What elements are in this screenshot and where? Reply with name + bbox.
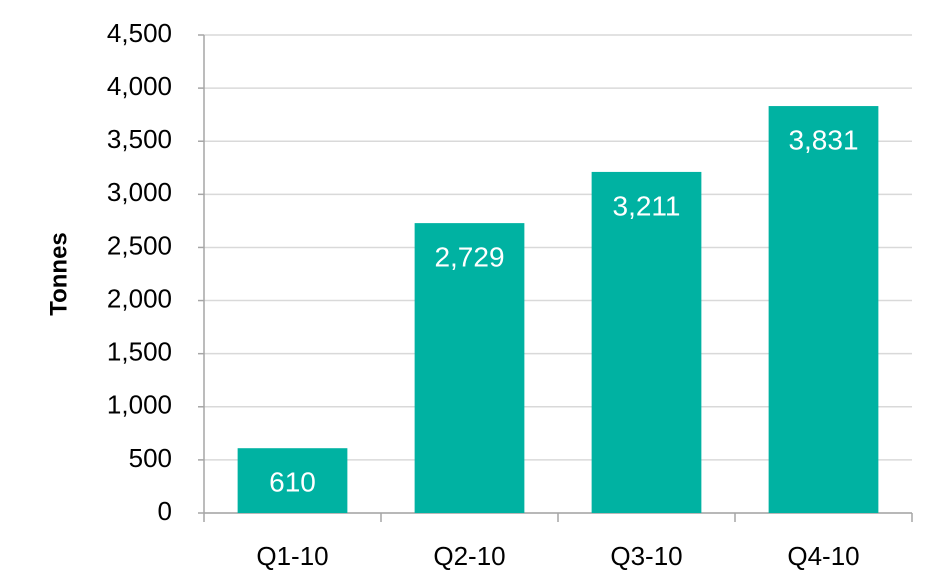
y-tick-label: 0: [158, 496, 172, 526]
y-tick-label: 500: [129, 443, 172, 473]
value-label: 2,729: [434, 242, 504, 273]
bar: [237, 448, 348, 513]
bar: [591, 171, 702, 513]
bar: [768, 106, 879, 513]
y-tick-label: 2,500: [107, 230, 172, 260]
value-label: 3,211: [613, 190, 681, 221]
y-tick-label: 1,000: [107, 390, 172, 420]
x-tick-label: Q4-10: [787, 541, 859, 571]
x-tick-label: Q1-10: [256, 541, 328, 571]
y-tick-label: 1,500: [107, 337, 172, 367]
value-label: 3,831: [788, 124, 858, 155]
y-tick-label: 4,500: [107, 18, 172, 48]
y-tick-label: 3,000: [107, 177, 172, 207]
y-tick-label: 4,000: [107, 71, 172, 101]
bar: [414, 223, 525, 513]
x-tick-label: Q3-10: [610, 541, 682, 571]
x-tick-label: Q2-10: [433, 541, 505, 571]
y-tick-label: 3,500: [107, 124, 172, 154]
value-label: 610: [269, 467, 316, 498]
y-axis-label: Tonnes: [45, 232, 72, 316]
y-tick-label: 2,000: [107, 283, 172, 313]
